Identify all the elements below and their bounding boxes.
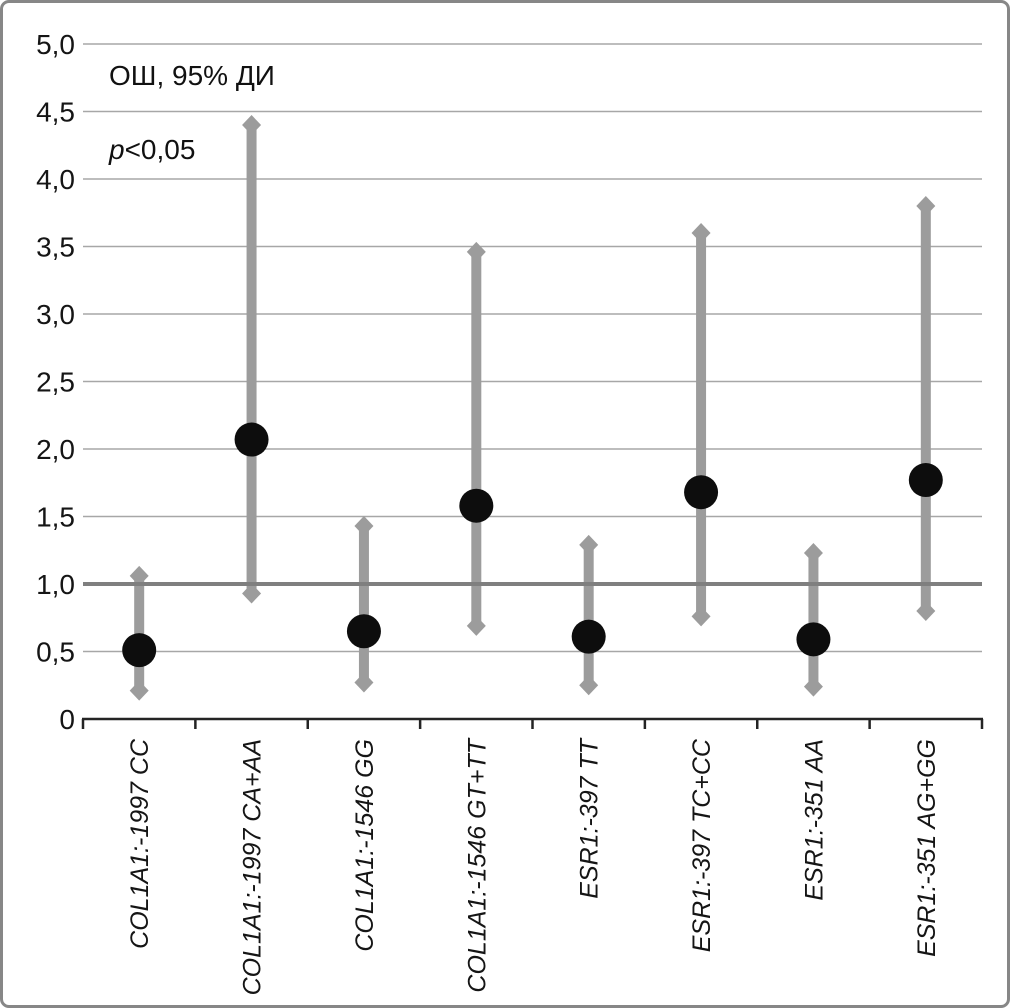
x-category-label: ESR1:-351 AG+GG [913,739,941,957]
or-marker [684,475,719,510]
ci-cap-bottom [691,606,711,627]
ci-cap-bottom [242,583,262,604]
ci-cap-top [803,542,823,563]
ci-cap-bottom [803,676,823,697]
y-tick-label: 2,0 [36,434,75,465]
ci-cap-bottom [916,601,936,621]
y-tick-label: 3,5 [36,232,75,263]
or-marker [459,488,494,523]
ci-cap-bottom [466,615,486,636]
or-marker [571,619,606,654]
annotation-p-threshold: <0,05 [124,134,196,165]
annotation-p-symbol: p [109,134,125,165]
y-tick-label: 3,0 [36,299,75,330]
ci-cap-top [354,515,374,536]
or-marker [796,622,831,657]
or-marker [234,422,269,457]
ci-cap-top [916,196,936,216]
annotation-p-value: p<0,05 [109,134,195,166]
ci-cap-bottom [579,675,599,696]
or-marker [346,614,381,649]
x-category-label: COL1A1:-1997 CC [126,738,154,949]
x-category-label: COL1A1:-1546 GT+TT [463,737,491,992]
ci-cap-top [242,115,262,135]
y-tick-label: 1,0 [36,569,75,600]
ci-cap-top [466,241,486,262]
y-tick-label: 4,5 [36,97,75,128]
ci-cap-top [691,223,711,243]
or-marker [908,463,943,498]
y-tick-label: 1,5 [36,502,75,533]
x-category-label: ESR1:-397 TC+CC [688,738,716,952]
x-category-label: ESR1:-351 AA [800,739,828,901]
x-category-label: ESR1:-397 TT [576,737,604,899]
ci-cap-bottom [129,680,149,701]
ci-cap-bottom [354,672,374,693]
y-tick-label: 0 [59,704,75,735]
annotation-or-ci-label: ОШ, 95% ДИ [109,60,275,91]
y-tick-label: 4,0 [36,164,75,195]
ci-cap-top [579,534,599,555]
y-tick-label: 2,5 [36,367,75,398]
or-marker [122,633,157,668]
x-category-label: COL1A1:-1546 GG [351,739,379,952]
y-tick-label: 0,5 [36,637,75,668]
forest-plot-canvas: 0 0,5 1,0 1,5 2,0 2,5 3,0 3,5 4,0 4,5 5,0 COL1A1:-1… [36,29,984,995]
y-tick-label: 5,0 [36,29,75,60]
ci-cap-top [129,565,149,586]
x-category-label: COL1A1:-1997 CA+AA [239,739,267,995]
